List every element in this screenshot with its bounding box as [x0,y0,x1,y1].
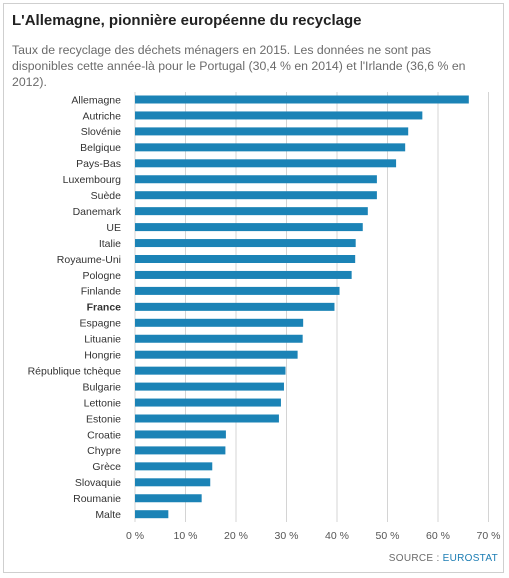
bar [135,494,202,503]
category-label: Royaume-Uni [57,254,121,266]
category-label: Belgique [80,142,121,154]
bar [135,398,281,407]
source-label: SOURCE : [388,553,443,564]
bar [135,350,298,359]
category-label: Finlande [81,286,121,298]
bar [135,175,377,184]
category-label: Malte [95,509,121,521]
bar [135,430,226,439]
category-label: Espagne [80,318,122,330]
bar [135,462,213,471]
bar [135,207,368,216]
bar [135,239,356,248]
bar [135,414,279,423]
category-label: Estonie [86,413,121,425]
bar [135,127,409,136]
bar [135,510,169,519]
source-credit: SOURCE : EUROSTAT [389,553,498,564]
category-label: Hongrie [84,350,121,362]
bar [135,95,469,104]
x-tick-label: 60 % [426,530,450,542]
category-label: Danemark [73,206,122,218]
source-link[interactable]: EUROSTAT [442,553,498,564]
bar [135,334,303,343]
category-label: Autriche [82,110,121,122]
bar [135,191,377,200]
category-label: Suède [91,190,122,202]
category-label: Italie [99,238,121,250]
x-tick-label: 70 % [477,530,501,542]
category-label: France [87,302,122,314]
bar [135,366,286,375]
category-label: Slovaquie [75,477,121,489]
bar [135,223,363,232]
bar [135,286,340,295]
bar [135,111,423,120]
bar [135,318,304,327]
category-label: Pays-Bas [76,158,121,170]
x-tick-label: 40 % [325,530,349,542]
category-label: Grèce [92,461,121,473]
category-label: Bulgarie [82,381,121,393]
category-label: République tchèque [28,365,122,377]
category-label: Lettonie [84,397,122,409]
bar [135,302,335,311]
category-label: Pologne [82,270,121,282]
chart-title: L'Allemagne, pionnière européenne du rec… [12,12,362,29]
category-label: Croatie [87,429,121,441]
category-label: Luxembourg [63,174,122,186]
x-tick-label: 50 % [376,530,400,542]
chart-subtitle: Taux de recyclage des déchets ménagers e… [12,43,466,89]
bar [135,478,211,487]
category-label: Lituanie [84,334,121,346]
x-tick-label: 20 % [224,530,248,542]
category-label: Allemagne [71,94,121,106]
bar [135,382,284,391]
category-label: UE [106,222,121,234]
bar [135,143,406,152]
category-label: Roumanie [73,493,121,505]
bar [135,446,226,455]
x-tick-label: 10 % [174,530,198,542]
bar [135,270,352,279]
x-tick-label: 30 % [275,530,299,542]
bar [135,255,356,263]
category-label: Slovénie [81,126,121,138]
bar [135,159,397,168]
category-label: Chypre [87,445,121,457]
x-tick-label: 0 % [126,530,144,542]
